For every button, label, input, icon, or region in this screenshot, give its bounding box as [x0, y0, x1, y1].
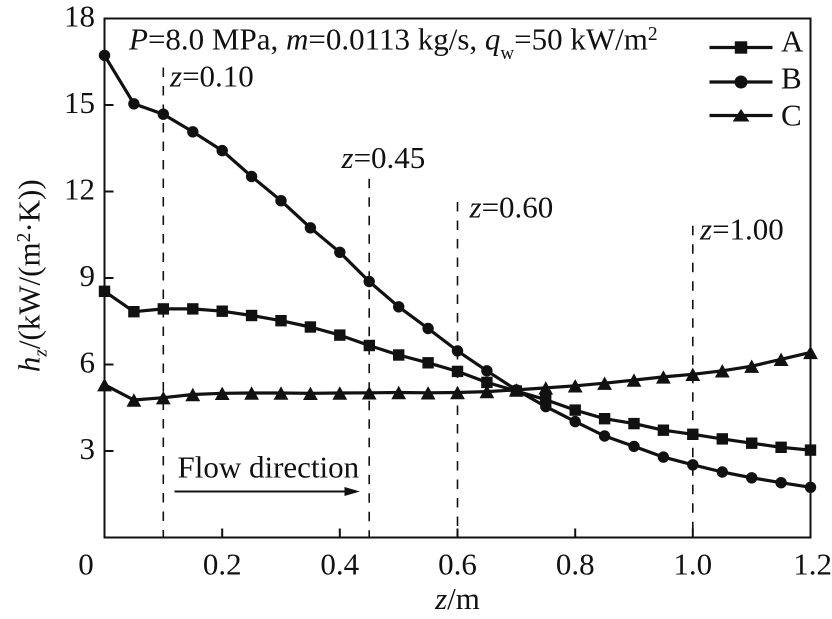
svg-text:1.0: 1.0 [673, 547, 712, 582]
svg-text:9: 9 [80, 258, 96, 293]
svg-text:Flow direction: Flow direction [178, 450, 360, 485]
svg-text:0.2: 0.2 [203, 547, 242, 582]
svg-text:15: 15 [64, 85, 95, 120]
svg-text:B: B [781, 61, 802, 96]
svg-text:A: A [781, 24, 804, 59]
svg-text:18: 18 [64, 0, 95, 34]
svg-text:z=1.00: z=1.00 [699, 212, 784, 247]
svg-text:z=0.45: z=0.45 [341, 140, 426, 175]
svg-text:0.8: 0.8 [556, 547, 595, 582]
svg-text:z=0.60: z=0.60 [469, 190, 554, 225]
svg-text:3: 3 [80, 431, 96, 466]
svg-text:z=0.10: z=0.10 [169, 58, 254, 93]
svg-text:12: 12 [64, 172, 95, 207]
svg-text:C: C [781, 98, 802, 133]
svg-text:6: 6 [80, 345, 96, 380]
svg-text:1.2: 1.2 [793, 547, 832, 582]
svg-text:z/m: z/m [434, 581, 480, 616]
svg-text:0.6: 0.6 [438, 547, 477, 582]
svg-text:0: 0 [78, 547, 94, 582]
svg-text:hz/(kW/(m2·K)): hz/(kW/(m2·K)) [12, 179, 52, 372]
svg-text:0.4: 0.4 [320, 547, 359, 582]
